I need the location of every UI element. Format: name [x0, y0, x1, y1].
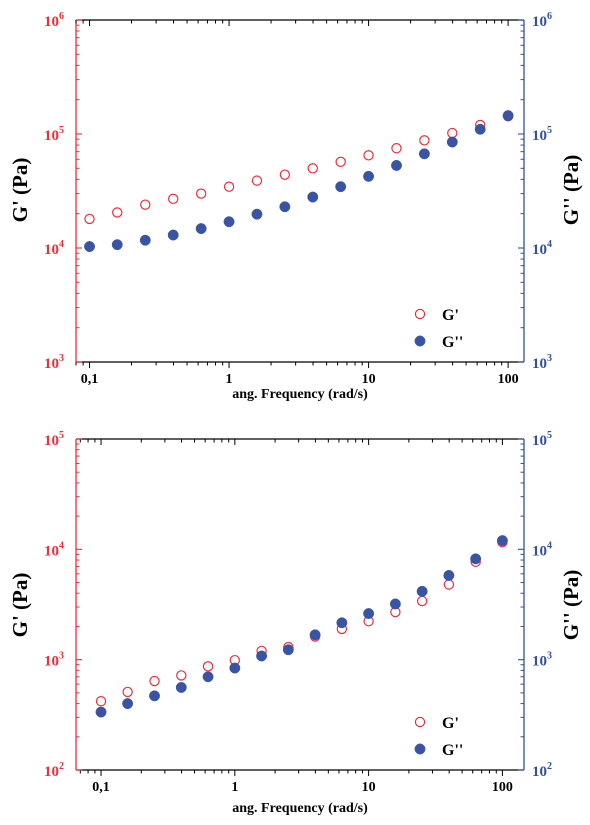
x-tick-label: 10 [362, 372, 376, 387]
g-prime-point [202, 661, 214, 672]
y-left-tick-label: 106 [44, 11, 64, 30]
y-right-tick-label: 102 [532, 761, 552, 780]
g-double-prime-point [251, 208, 263, 220]
y-right-tick-label: 104 [532, 239, 552, 258]
legend-g-prime-marker [414, 308, 426, 320]
g-prime-point [251, 175, 263, 186]
y-left-tick-label: 104 [44, 239, 64, 258]
right-y-axis-label: G'' (Pa) [559, 155, 583, 226]
g-double-prime-point [202, 671, 214, 683]
x-tick-label: 0,1 [81, 372, 99, 387]
g-double-prime-point [307, 191, 319, 203]
legend-g-double-prime-label: G'' [442, 742, 463, 759]
left-y-axis-label: G' (Pa) [8, 158, 32, 223]
g-double-prime-point [111, 239, 123, 251]
left-y-axis-label: G' (Pa) [8, 573, 32, 638]
right-y-axis-label: G'' (Pa) [559, 570, 583, 641]
y-left-tick-label: 103 [44, 353, 64, 372]
g-prime-point [195, 188, 207, 199]
g-prime-point [140, 199, 151, 210]
y-right-tick-label: 103 [532, 353, 552, 372]
g-double-prime-point [149, 690, 160, 702]
chart-panel-1: 0,1 1 10 100 103 103 104 104 105 105 106 106 ang. Fr… [8, 11, 583, 402]
y-right-tick-label: 105 [532, 430, 552, 449]
g-double-prime-point [95, 706, 107, 718]
g-double-prime-point [474, 123, 486, 135]
g-prime-point [363, 150, 374, 161]
y-right-tick-label: 103 [532, 651, 552, 670]
g-prime-point [112, 207, 123, 218]
legend-g-double-prime-label: G'' [442, 334, 463, 351]
g-prime-point [391, 143, 402, 154]
g-double-prime-point [175, 681, 187, 693]
g-double-prime-point [336, 617, 348, 629]
g-double-prime-point [363, 170, 375, 182]
g-double-prime-point [223, 216, 235, 228]
g-double-prime-point [335, 181, 347, 193]
g-double-prime-point [416, 585, 428, 597]
x-axis-label: ang. Frequency (rad/s) [232, 801, 368, 816]
y-right-tick-label: 106 [532, 11, 552, 30]
g-double-prime-point [122, 698, 134, 710]
x-tick-label: 100 [492, 780, 513, 795]
g-prime-point [416, 595, 428, 607]
g-double-prime-point [502, 110, 514, 122]
g-prime-point [335, 156, 346, 168]
legend-g-double-prime-marker [414, 743, 426, 755]
x-tick-label: 10 [362, 780, 376, 795]
g-double-prime-point [496, 535, 508, 547]
g-double-prime-point [391, 159, 402, 171]
x-tick-label: 100 [498, 372, 519, 387]
g-double-prime-point [470, 553, 482, 565]
g-double-prime-point [167, 229, 179, 241]
g-double-prime-point [446, 136, 458, 148]
y-left-tick-label: 102 [44, 761, 64, 780]
g-prime-point [149, 675, 160, 687]
g-prime-point [176, 670, 187, 681]
g-prime-point [279, 169, 291, 180]
g-prime-point [95, 696, 107, 707]
g-double-prime-point [309, 629, 321, 641]
chart-panel-2: 0,1 1 10 100 102 102 103 103 104 104 105 105 ang. Fr… [8, 430, 583, 816]
g-double-prime-point [279, 201, 291, 213]
g-prime-point [419, 135, 430, 146]
x-tick-label: 1 [226, 372, 233, 387]
g-double-prime-point [363, 608, 375, 619]
x-axis-label: ang. Frequency (rad/s) [232, 387, 368, 402]
g-double-prime-point [418, 148, 430, 160]
g-double-prime-point [84, 241, 95, 252]
y-left-tick-label: 105 [44, 430, 64, 449]
g-prime-point [223, 181, 235, 192]
g-double-prime-point [389, 598, 401, 610]
x-tick-label: 1 [231, 780, 238, 795]
g-prime-point [122, 686, 133, 698]
g-prime-point [168, 193, 179, 205]
legend-g-double-prime-marker [414, 335, 426, 347]
g-double-prime-point [256, 650, 268, 662]
y-right-tick-label: 104 [532, 540, 552, 559]
g-prime-point [443, 579, 455, 590]
x-tick-label: 0,1 [92, 780, 110, 795]
legend-g-prime-label: G' [442, 307, 459, 324]
y-left-tick-label: 103 [44, 651, 64, 670]
g-double-prime-point [139, 234, 151, 246]
y-left-tick-label: 104 [44, 540, 64, 559]
g-double-prime-point [229, 662, 241, 674]
legend-g-prime-label: G' [442, 715, 459, 732]
g-prime-point [84, 213, 95, 225]
g-double-prime-point [195, 223, 207, 235]
g-prime-point [447, 127, 458, 139]
g-double-prime-point [443, 569, 455, 581]
y-right-tick-label: 105 [532, 125, 552, 144]
legend-g-prime-marker [414, 716, 426, 728]
g-prime-point [307, 163, 318, 174]
y-left-tick-label: 105 [44, 125, 64, 144]
g-double-prime-point [282, 644, 294, 656]
